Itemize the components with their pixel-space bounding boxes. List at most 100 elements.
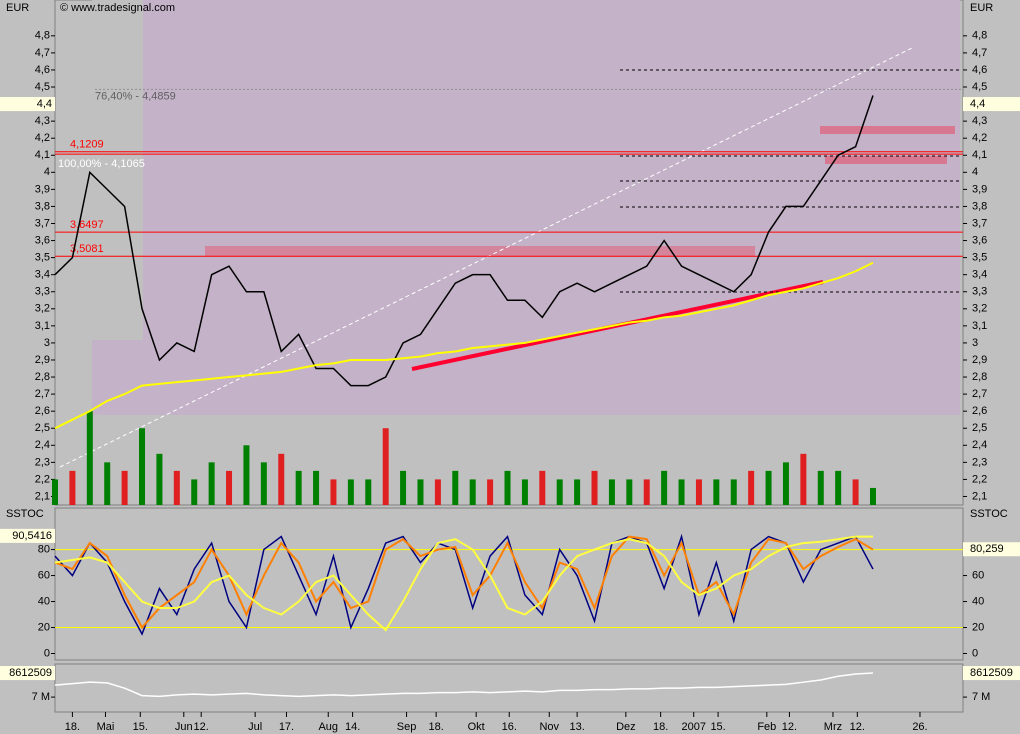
x-tick-label: Aug	[318, 721, 338, 733]
volume-bar	[382, 428, 389, 505]
volume-bar	[69, 470, 76, 505]
x-tick-label: 18.	[653, 721, 668, 733]
y-tick-label: 4,3	[972, 115, 987, 127]
volume-bar	[504, 470, 511, 505]
volume-bar	[852, 479, 859, 505]
value-tag	[963, 666, 1020, 681]
y-tick-label: 3,7	[35, 217, 50, 229]
volume-bar	[869, 487, 876, 505]
unshaded-region	[92, 0, 143, 340]
resistance-label: 3,5081	[70, 243, 104, 255]
trend-line	[59, 47, 913, 468]
volume-bar	[695, 479, 702, 505]
y-tick-label: 3,6	[972, 234, 987, 246]
y-tick-label: 3,5	[35, 252, 50, 264]
y-tick-label: 3,6	[35, 234, 50, 246]
x-tick-label: Dez	[616, 721, 636, 733]
x-tick-label: Mrz	[824, 721, 842, 733]
volume-bar	[730, 479, 737, 505]
zone	[205, 246, 755, 256]
volume-bar	[260, 462, 267, 505]
volume-bar	[469, 479, 476, 505]
y-tick-label: 2,8	[972, 371, 987, 383]
y-tick-label: 3,1	[35, 320, 50, 332]
x-tick-label: 17.	[279, 721, 294, 733]
series-line	[54, 261, 874, 430]
value-tag-label: 8612509	[970, 667, 1013, 679]
y-tick-label: 40	[38, 595, 50, 607]
y-tick-label: 2,9	[35, 354, 50, 366]
y-tick-label: 2,7	[972, 388, 987, 400]
y-tick-label: 4,2	[972, 132, 987, 144]
x-tick-label: 13.	[569, 721, 584, 733]
y-tick-label: 3	[972, 337, 978, 349]
y-tick-label: 3,9	[972, 183, 987, 195]
x-tick-label: Jun	[175, 721, 193, 733]
volume-bar	[278, 453, 285, 505]
value-tag-label: 8612509	[9, 667, 52, 679]
volume-bar	[713, 479, 720, 505]
y-tick-label: 3,9	[35, 183, 50, 195]
series-line	[54, 672, 874, 698]
y-tick-label: 3,1	[972, 320, 987, 332]
volume-bar	[626, 479, 633, 505]
value-tag	[963, 97, 1020, 112]
series-line	[54, 95, 874, 387]
volume-bar	[678, 479, 685, 505]
panel-label: SSTOC	[6, 508, 44, 520]
y-tick-label: 7 M	[972, 691, 990, 703]
volume-bar	[661, 470, 668, 505]
volume-bar	[574, 479, 581, 505]
y-tick-label: 2,6	[972, 405, 987, 417]
x-tick-label: 14.	[345, 721, 360, 733]
fib-label: 76,40% - 4,4859	[95, 90, 176, 102]
y-tick-label: 2,5	[35, 422, 50, 434]
y-tick-label: 4,3	[35, 115, 50, 127]
y-tick-label: 20	[972, 621, 984, 633]
y-tick-label: 3,3	[35, 286, 50, 298]
y-tick-label: 3,4	[972, 269, 987, 281]
y-tick-label: 2,7	[35, 388, 50, 400]
volume-bar	[782, 462, 789, 505]
x-tick-label: Sep	[397, 721, 417, 733]
y-tick-label: 4,1	[35, 149, 50, 161]
y-tick-label: 4,6	[972, 64, 987, 76]
panel-label: SSTOC	[970, 508, 1008, 520]
volume-bar	[556, 479, 563, 505]
volume-bar	[156, 453, 163, 505]
y-tick-label: 4,7	[35, 47, 50, 59]
y-tick-label: 7 M	[32, 691, 50, 703]
y-tick-label: 40	[972, 595, 984, 607]
y-tick-label: 2,9	[972, 354, 987, 366]
x-tick-label: 12.	[194, 721, 209, 733]
source: © www.tradesignal.com	[60, 2, 175, 14]
x-tick-label: 12.	[850, 721, 865, 733]
volume-bar	[835, 470, 842, 505]
y-tick-label: 2,8	[35, 371, 50, 383]
y-tick-label: 0	[972, 647, 978, 659]
y-tick-label: 4	[972, 166, 978, 178]
y-tick-label: 4	[44, 166, 50, 178]
x-tick-label: Feb	[757, 721, 776, 733]
resistance-label: 3,6497	[70, 219, 104, 231]
volume-bar	[452, 470, 459, 505]
y-tick-label: 2,2	[972, 473, 987, 485]
value-tag	[963, 542, 1020, 557]
y-tick-label: 3,7	[972, 217, 987, 229]
y-tick-label: 3,4	[35, 269, 50, 281]
x-tick-label: Mai	[97, 721, 115, 733]
shaded-region	[92, 0, 960, 415]
x-tick-label: 16.	[502, 721, 517, 733]
volume-bar	[226, 470, 233, 505]
y-tick-label: 60	[38, 569, 50, 581]
y-tick-label: 80	[38, 543, 50, 555]
series-line	[54, 535, 874, 630]
y-tick-label: 4,2	[35, 132, 50, 144]
x-tick-label: 26.	[912, 721, 927, 733]
x-tick-label: 2007	[681, 721, 705, 733]
resistance-label: 4,1209	[70, 139, 104, 151]
volume-bar	[121, 470, 128, 505]
y-tick-label: 4,1	[972, 149, 987, 161]
y-tick-label: 2,3	[35, 456, 50, 468]
